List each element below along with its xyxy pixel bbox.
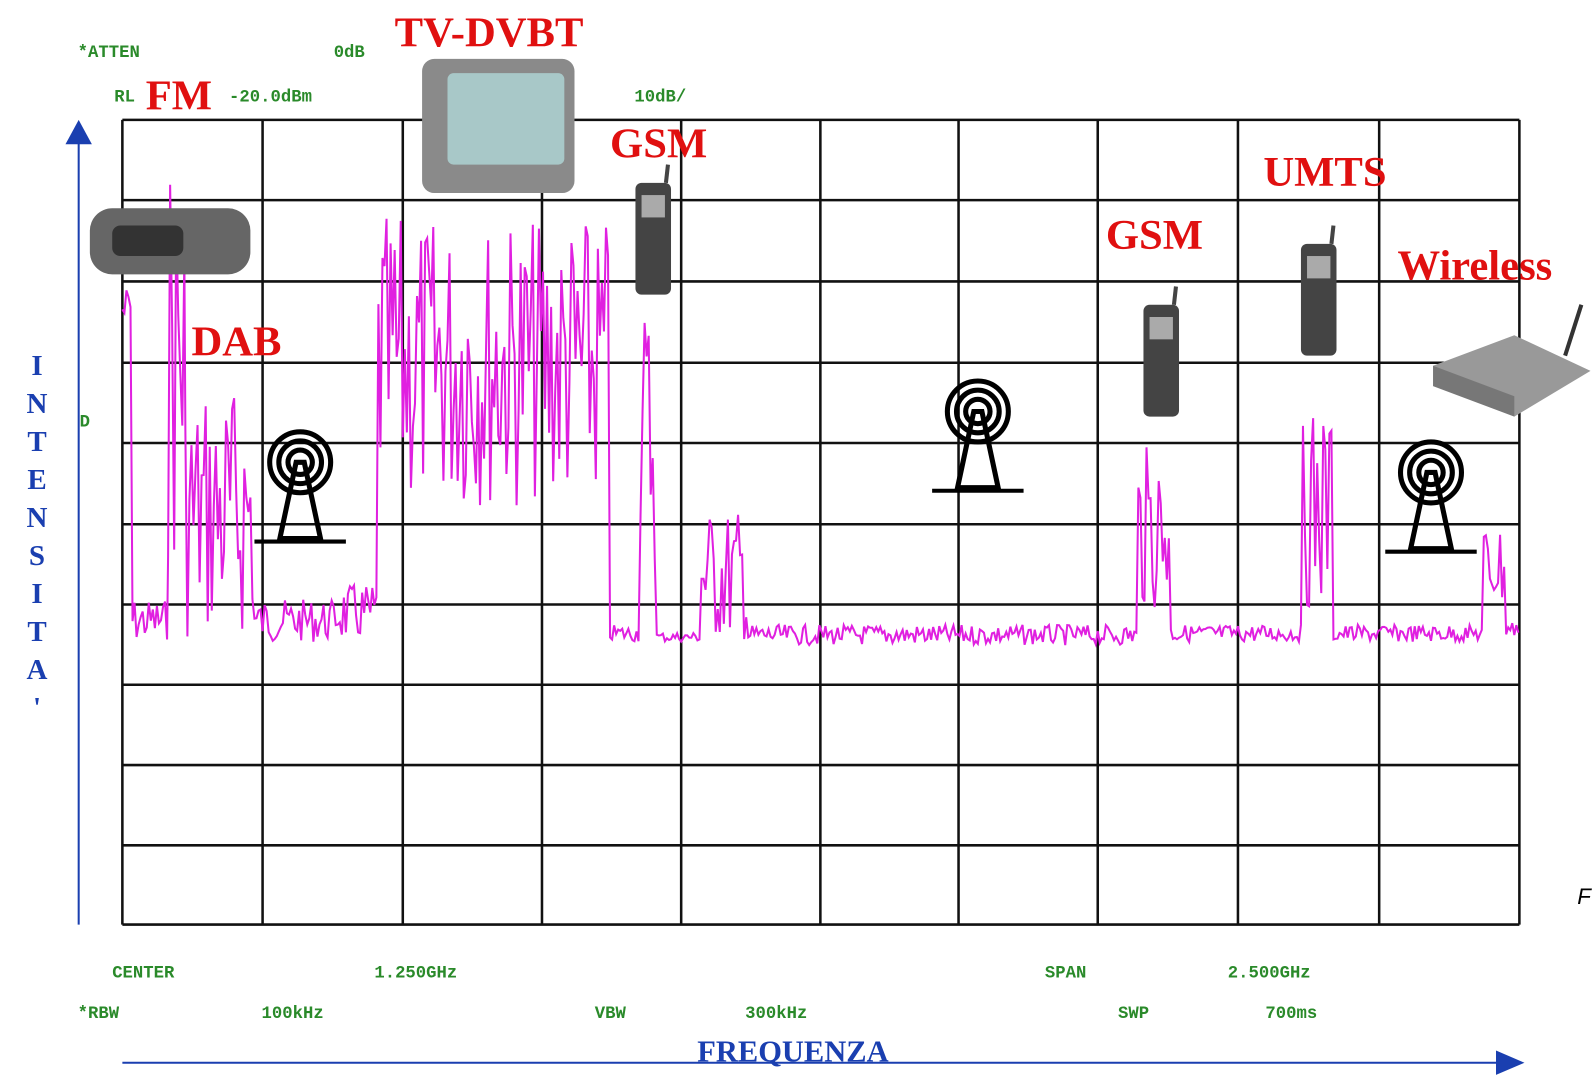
vbw-value: 300kHz (745, 1005, 807, 1024)
service-label: UMTS (1263, 149, 1386, 196)
center-value: 1.250GHz (374, 964, 457, 983)
span-label: SPAN (1045, 964, 1086, 983)
swp-value: 700ms (1265, 1005, 1317, 1024)
y-axis-label: INTENSITA' (20, 350, 53, 730)
rbw-value: 100kHz (262, 1005, 324, 1024)
service-label: TV-DVBT (395, 10, 584, 57)
phone-screen (1150, 317, 1173, 339)
service-label: FM (146, 73, 212, 120)
phones (635, 165, 1336, 417)
phone-screen (1307, 256, 1330, 278)
scale: 10dB/ (634, 89, 686, 108)
atten-value: 0dB (334, 44, 365, 63)
spectrum-diagram: *ATTEN 0dB RL -20.0dBm 10dB/ D FM TV-DVB… (0, 0, 1594, 1079)
x-arrow (1496, 1051, 1524, 1075)
service-label: DAB (191, 319, 281, 366)
phone-screen (642, 195, 665, 217)
vbw-label: VBW (595, 1005, 627, 1024)
radio-icon (90, 208, 251, 274)
span-value: 2.500GHz (1228, 964, 1311, 983)
phone-antenna (1174, 287, 1176, 305)
y-arrow (65, 120, 91, 144)
router-icon (1433, 305, 1590, 417)
x-axis-label: FREQUENZA (697, 1035, 888, 1069)
ref-label: RL (114, 89, 135, 108)
atten-label: *ATTEN (78, 44, 140, 63)
ref-value: -20.0dBm (229, 89, 312, 108)
rbw-label: *RBW (78, 1005, 120, 1024)
phone-antenna (1331, 226, 1333, 244)
marker: D (80, 414, 90, 433)
edge-text: F (1577, 884, 1592, 909)
tv-icon (422, 59, 574, 193)
page: *ATTEN 0dB RL -20.0dBm 10dB/ D FM TV-DVB… (0, 0, 1594, 1079)
service-label: GSM (1106, 212, 1203, 259)
towers (254, 381, 1476, 552)
service-label: GSM (610, 120, 707, 167)
center-label: CENTER (112, 964, 175, 983)
swp-label: SWP (1118, 1005, 1149, 1024)
service-label: Wireless (1397, 242, 1552, 289)
